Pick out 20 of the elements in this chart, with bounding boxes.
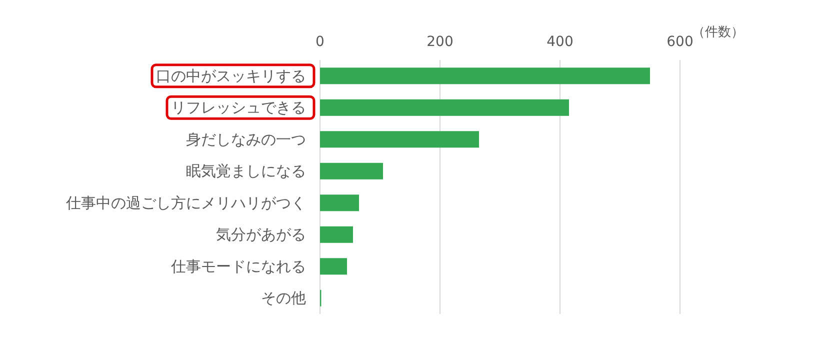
bar bbox=[320, 131, 479, 148]
x-tick-label: 600 bbox=[666, 34, 694, 50]
bar bbox=[320, 162, 383, 180]
y-tick-label: 気分があがる bbox=[216, 226, 306, 244]
bar bbox=[320, 68, 650, 84]
y-tick-label: リフレッシュできる bbox=[171, 98, 306, 117]
y-tick-label: 眠気覚ましになる bbox=[186, 162, 306, 180]
x-tick-label: 200 bbox=[426, 34, 454, 50]
y-tick-label: 口の中がスッキリする bbox=[156, 66, 306, 85]
bar bbox=[320, 99, 569, 116]
x-axis-title: （件数） bbox=[692, 25, 744, 40]
bar bbox=[320, 258, 347, 275]
y-tick-label: 仕事モードになれる bbox=[170, 257, 306, 276]
bar bbox=[320, 194, 359, 212]
y-tick-label: 身だしなみの一つ bbox=[186, 130, 306, 148]
y-tick-label: 仕事中の過ごし方にメリハリがつく bbox=[65, 194, 306, 212]
x-tick-label: 0 bbox=[316, 34, 324, 50]
y-tick-label: その他 bbox=[261, 289, 306, 308]
bar bbox=[320, 226, 353, 243]
x-tick-label: 400 bbox=[546, 34, 574, 50]
